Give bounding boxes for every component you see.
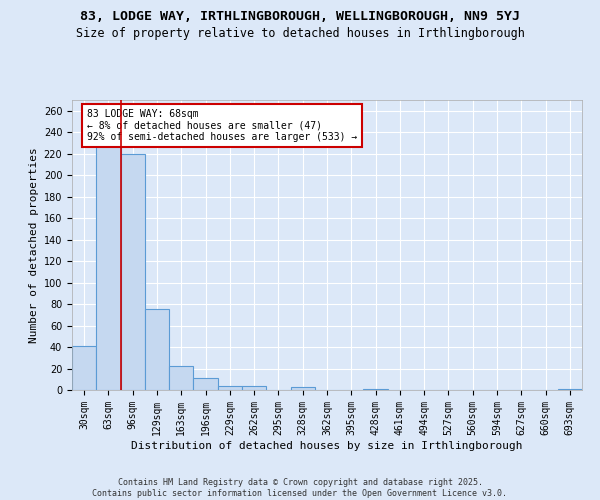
Bar [193,378,218,390]
Text: 83, LODGE WAY, IRTHLINGBOROUGH, WELLINGBOROUGH, NN9 5YJ: 83, LODGE WAY, IRTHLINGBOROUGH, WELLINGB… [80,10,520,23]
Bar [96,143,121,390]
Bar [121,154,145,390]
Y-axis label: Number of detached properties: Number of detached properties [29,147,40,343]
X-axis label: Distribution of detached houses by size in Irthlingborough: Distribution of detached houses by size … [131,440,523,450]
Bar [218,386,242,390]
Text: Contains HM Land Registry data © Crown copyright and database right 2025.
Contai: Contains HM Land Registry data © Crown c… [92,478,508,498]
Bar [169,366,193,390]
Bar [242,386,266,390]
Bar [364,389,388,390]
Text: Size of property relative to detached houses in Irthlingborough: Size of property relative to detached ho… [76,28,524,40]
Bar [145,310,169,390]
Text: 83 LODGE WAY: 68sqm
← 8% of detached houses are smaller (47)
92% of semi-detache: 83 LODGE WAY: 68sqm ← 8% of detached hou… [88,108,358,142]
Bar [558,389,582,390]
Bar [290,387,315,390]
Bar [72,346,96,390]
